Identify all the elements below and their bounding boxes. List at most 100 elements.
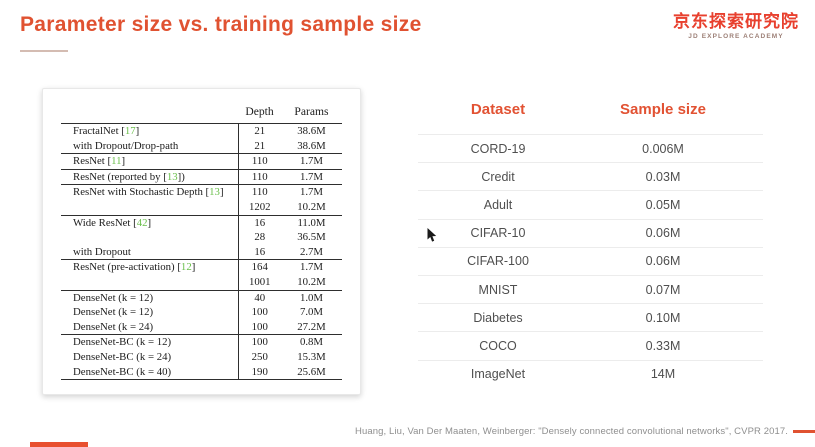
- model-name-cell: [61, 275, 238, 290]
- model-name-cell: ResNet (reported by [13]): [73, 170, 185, 183]
- depth-value-cell: 1202: [237, 199, 281, 216]
- dataset-name-cell: Adult: [483, 197, 513, 212]
- dataset-table-header: Dataset Sample size: [418, 95, 763, 134]
- model-name-cell: ResNet with Stochastic Depth [13]: [73, 186, 224, 199]
- dataset-name-cell: MNIST: [478, 282, 518, 297]
- paper-table-row: DenseNet (k = 12) 100 7.0M: [61, 305, 342, 320]
- dataset-table-row: CIFAR-100 0.06M: [418, 246, 763, 275]
- dataset-name-cell: CORD-19: [470, 141, 526, 156]
- params-value-cell: 11.0M: [297, 216, 326, 229]
- video-progress-bar[interactable]: [30, 442, 88, 447]
- depth-value-cell: 1001: [237, 274, 281, 291]
- dataset-table-row: Diabetes 0.10M: [418, 303, 763, 331]
- params-value-cell: 2.7M: [299, 245, 324, 258]
- depth-value-cell: 110: [237, 184, 281, 200]
- model-name-cell: DenseNet-BC (k = 12): [73, 336, 172, 349]
- dataset-table-row: MNIST 0.07M: [418, 274, 763, 303]
- paper-table-row: ResNet with Stochastic Depth [13] 110 1.7M: [61, 184, 342, 200]
- depth-value-cell: 16: [237, 215, 281, 231]
- citation-ref-number: 13: [209, 186, 220, 199]
- citation-ref-number: 13: [166, 170, 178, 183]
- params-column-header: Params: [294, 105, 329, 118]
- paper-table-row: with Dropout/Drop-path 21 38.6M: [61, 138, 342, 154]
- paper-table-row: 1202 10.2M: [61, 199, 342, 216]
- dataset-table-row: Credit 0.03M: [418, 162, 763, 190]
- sample-size-cell: 0.10M: [645, 310, 681, 325]
- params-value-cell: 36.5M: [297, 231, 326, 244]
- depth-value-cell: 100: [237, 305, 281, 320]
- depth-value-cell: 250: [237, 349, 281, 365]
- model-name-cell: with Dropout/Drop-path: [73, 139, 179, 152]
- dataset-table-row: COCO 0.33M: [418, 331, 763, 359]
- dataset-sample-size-table: Dataset Sample size CORD-19 0.006M Credit 0…: [418, 95, 763, 388]
- paper-table-row: 28 36.5M: [61, 230, 342, 245]
- params-value-cell: 10.2M: [297, 275, 326, 288]
- params-value-cell: 0.8M: [299, 336, 324, 349]
- paper-table-row: FractalNet [17] 21 38.6M: [61, 123, 342, 139]
- params-value-cell: 1.7M: [299, 170, 324, 183]
- dataset-table-row: ImageNet 14M: [418, 359, 763, 388]
- citation-ref-number: 11: [111, 155, 122, 168]
- paper-table-row: DenseNet-BC (k = 40) 190 25.6M: [61, 364, 342, 380]
- model-name-cell: [61, 200, 238, 215]
- paper-table-row: ResNet (reported by [13]) 110 1.7M: [61, 169, 342, 185]
- model-name-cell: with Dropout: [73, 245, 131, 258]
- dataset-name-cell: Credit: [481, 169, 515, 184]
- paper-table-row: ResNet (pre-activation) [12] 164 1.7M: [61, 259, 342, 275]
- sample-size-cell: 0.05M: [645, 197, 681, 212]
- depth-value-cell: 16: [237, 244, 281, 260]
- title-underline: [20, 50, 68, 52]
- citation-ref-number: 17: [124, 125, 136, 137]
- dataset-name-cell: ImageNet: [470, 367, 526, 382]
- depth-value-cell: 190: [237, 364, 281, 380]
- model-name-cell: DenseNet-BC (k = 24): [73, 350, 172, 363]
- sample-size-cell: 0.006M: [642, 141, 684, 156]
- empty-header-cell: [61, 99, 238, 124]
- sample-size-cell: 14M: [650, 367, 676, 382]
- mouse-cursor-icon: [427, 228, 437, 242]
- depth-column-header: Depth: [245, 105, 274, 118]
- paper-table-row: DenseNet-BC (k = 12) 100 0.8M: [61, 334, 342, 350]
- depth-value-cell: 28: [237, 230, 281, 245]
- paper-table-row: DenseNet-BC (k = 24) 250 15.3M: [61, 349, 342, 365]
- paper-table-header: Depth Params: [61, 99, 342, 124]
- dataset-name-cell: CIFAR-100: [467, 254, 529, 269]
- sample-size-cell: 0.07M: [645, 282, 681, 297]
- depth-value-cell: 110: [237, 169, 281, 185]
- params-value-cell: 38.6M: [297, 139, 326, 152]
- sample-size-cell: 0.03M: [645, 169, 681, 184]
- params-value-cell: 7.0M: [299, 306, 324, 319]
- depth-value-cell: 40: [237, 290, 281, 306]
- paper-table-body: FractalNet [17] 21 38.6M with Dropout/Drop-…: [61, 123, 342, 380]
- sample-size-cell: 0.06M: [645, 254, 681, 269]
- depth-value-cell: 110: [237, 153, 281, 170]
- dataset-table-row: CIFAR-10 0.06M: [418, 218, 763, 247]
- dataset-name-cell: Diabetes: [473, 310, 523, 325]
- params-value-cell: 1.0M: [299, 291, 324, 304]
- jd-logo-english-text: JD EXPLORE ACADEMY: [688, 33, 784, 40]
- dataset-column-header: Dataset: [470, 101, 526, 118]
- params-value-cell: 27.2M: [297, 320, 326, 333]
- model-name-cell: DenseNet (k = 12): [73, 306, 154, 319]
- params-value-cell: 1.7M: [299, 186, 324, 199]
- paper-table-row: with Dropout 16 2.7M: [61, 244, 342, 260]
- dataset-name-cell: CIFAR-10: [470, 226, 526, 241]
- params-value-cell: 38.6M: [297, 125, 326, 137]
- params-value-cell: 1.7M: [299, 261, 324, 274]
- sample-size-cell: 0.33M: [645, 338, 681, 353]
- model-name-cell: ResNet [11]: [73, 155, 126, 168]
- paper-table-row: 1001 10.2M: [61, 274, 342, 291]
- dataset-table-row: Adult 0.05M: [418, 190, 763, 218]
- model-name-cell: DenseNet (k = 12): [73, 291, 154, 304]
- dataset-name-cell: COCO: [479, 338, 517, 353]
- model-name-cell: Wide ResNet [42]: [73, 216, 152, 229]
- dataset-table-row: CORD-19 0.006M: [418, 134, 763, 162]
- jd-logo: 京东探索研究院 JD EXPLORE ACADEMY: [673, 11, 799, 40]
- paper-table-card: Depth Params FractalNet [17] 21 38.6M with …: [42, 88, 361, 395]
- slide-title: Parameter size vs. training sample size: [20, 13, 422, 36]
- model-name-cell: [61, 230, 238, 245]
- depth-value-cell: 21: [237, 123, 281, 139]
- params-value-cell: 25.6M: [297, 365, 326, 378]
- sample-size-cell: 0.06M: [645, 226, 681, 241]
